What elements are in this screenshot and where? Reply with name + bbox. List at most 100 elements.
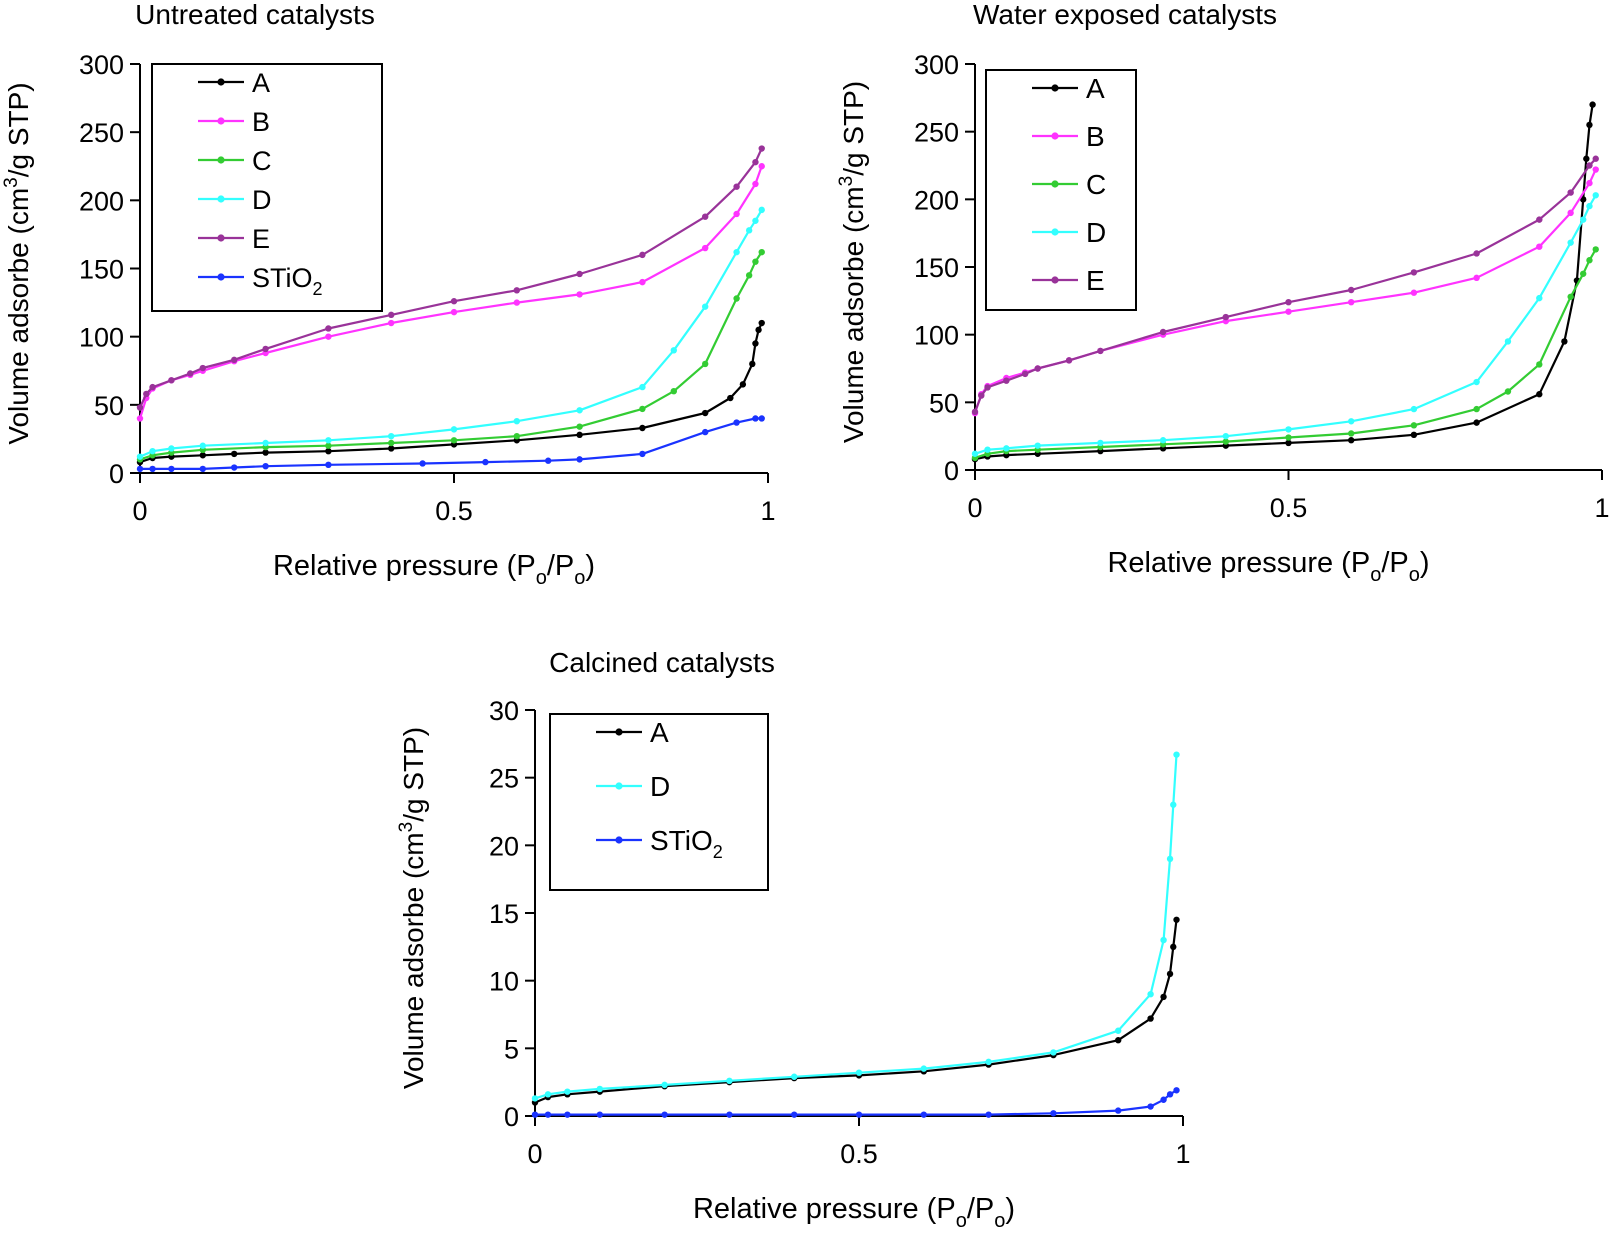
data-point — [1592, 166, 1599, 173]
y-tick-label: 25 — [489, 764, 519, 794]
data-point — [661, 1111, 668, 1118]
x-axis-label-sub2: o — [1409, 564, 1420, 586]
data-point — [1536, 391, 1543, 398]
y-tick-label: 0 — [109, 459, 124, 489]
data-point — [639, 251, 646, 259]
x-axis-label-sub: o — [536, 567, 547, 589]
legend: AD STiO2 — [549, 713, 769, 891]
data-point — [1050, 1110, 1057, 1117]
data-point — [971, 450, 979, 457]
y-axis-label-text: Volume adsorbe (cm — [398, 832, 429, 1089]
series-line — [534, 919, 1178, 1104]
data-point — [136, 465, 144, 473]
data-point — [733, 183, 740, 190]
data-point — [1592, 155, 1599, 162]
data-point — [1567, 189, 1574, 196]
y-tick-label: 150 — [79, 255, 124, 285]
data-point — [149, 383, 156, 391]
legend-label: C — [252, 146, 272, 176]
data-point — [576, 407, 583, 414]
legend-marker — [615, 836, 623, 844]
y-tick-label: 30 — [489, 696, 519, 726]
data-point — [513, 299, 520, 306]
data-point — [564, 1111, 571, 1118]
series-line — [139, 148, 763, 409]
legend-label: E — [252, 224, 270, 254]
series-e — [971, 155, 1599, 416]
legend-label: D — [252, 185, 272, 215]
data-point — [1579, 196, 1587, 203]
data-point — [1003, 377, 1010, 384]
data-point — [920, 1111, 927, 1118]
data-point — [1170, 943, 1177, 951]
data-point — [758, 163, 765, 170]
legend-marker — [615, 782, 623, 790]
data-point — [199, 465, 206, 473]
data-point — [545, 457, 552, 464]
data-point — [544, 1091, 552, 1098]
data-point — [752, 415, 759, 422]
data-point — [1159, 328, 1167, 336]
data-point — [733, 248, 740, 256]
legend-label: D — [650, 771, 670, 802]
data-point — [639, 405, 646, 413]
data-point — [978, 392, 985, 399]
data-point — [726, 1077, 733, 1085]
data-point — [758, 319, 765, 327]
data-point — [702, 360, 709, 368]
data-point — [149, 447, 156, 455]
legend-label-text: D — [1086, 217, 1106, 248]
legend-label-text: STiO — [252, 263, 313, 293]
x-axis-label-sub: o — [956, 1210, 967, 1232]
data-point — [733, 295, 740, 302]
legend-marker — [217, 273, 225, 281]
legend-label-text: E — [252, 224, 270, 254]
data-point — [325, 437, 332, 444]
legend-marker — [217, 78, 225, 86]
x-axis-label-mid: /P — [547, 550, 574, 582]
data-point — [199, 442, 206, 449]
data-point — [702, 303, 709, 310]
data-point — [596, 1085, 603, 1093]
data-point — [1173, 916, 1180, 923]
data-point — [1473, 250, 1480, 257]
x-tick-label: 0.5 — [1270, 493, 1308, 523]
data-point — [971, 408, 979, 416]
data-point — [984, 384, 991, 391]
data-point — [564, 1088, 571, 1095]
y-tick-label: 50 — [94, 391, 124, 421]
x-axis-label: Relative pressure (Po/Po) — [693, 1193, 1015, 1232]
data-point — [745, 227, 753, 234]
legend-label-text: B — [1086, 121, 1105, 152]
data-point — [758, 248, 765, 256]
legend-box — [985, 69, 1137, 311]
data-point — [199, 452, 206, 459]
data-point — [1160, 1096, 1167, 1103]
legend-marker — [217, 117, 225, 125]
legend-label: STiO2 — [650, 825, 723, 862]
data-point — [325, 325, 332, 332]
data-point — [739, 381, 747, 388]
legend-label: A — [650, 717, 669, 748]
data-point — [1160, 936, 1167, 944]
data-point — [758, 145, 765, 152]
x-tick-label: 0 — [527, 1139, 542, 1169]
legend-box — [151, 63, 383, 312]
data-point — [1504, 388, 1512, 395]
data-point — [1536, 216, 1543, 223]
data-point — [1222, 432, 1230, 440]
data-point — [752, 158, 759, 166]
y-tick-label: 200 — [79, 186, 124, 216]
data-point — [450, 308, 458, 316]
data-point — [733, 210, 740, 218]
data-point — [262, 345, 269, 353]
data-point — [1536, 243, 1543, 250]
data-point — [168, 445, 175, 452]
x-axis-label-text: Relative pressure (P — [273, 550, 536, 582]
data-point — [920, 1065, 927, 1072]
panel-water-exposed: Water exposed catalysts05010015020025030… — [836, 0, 1610, 586]
data-point — [1097, 347, 1104, 355]
data-point — [325, 461, 332, 469]
